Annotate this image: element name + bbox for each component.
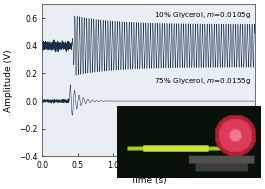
Text: 10% Glycerol, $m$=0.0105g: 10% Glycerol, $m$=0.0105g (154, 10, 251, 20)
X-axis label: Time (s): Time (s) (130, 176, 167, 185)
Y-axis label: Amplitude (V): Amplitude (V) (4, 49, 13, 112)
Text: 75% Glycerol, $m$=0.0155g: 75% Glycerol, $m$=0.0155g (154, 76, 251, 86)
